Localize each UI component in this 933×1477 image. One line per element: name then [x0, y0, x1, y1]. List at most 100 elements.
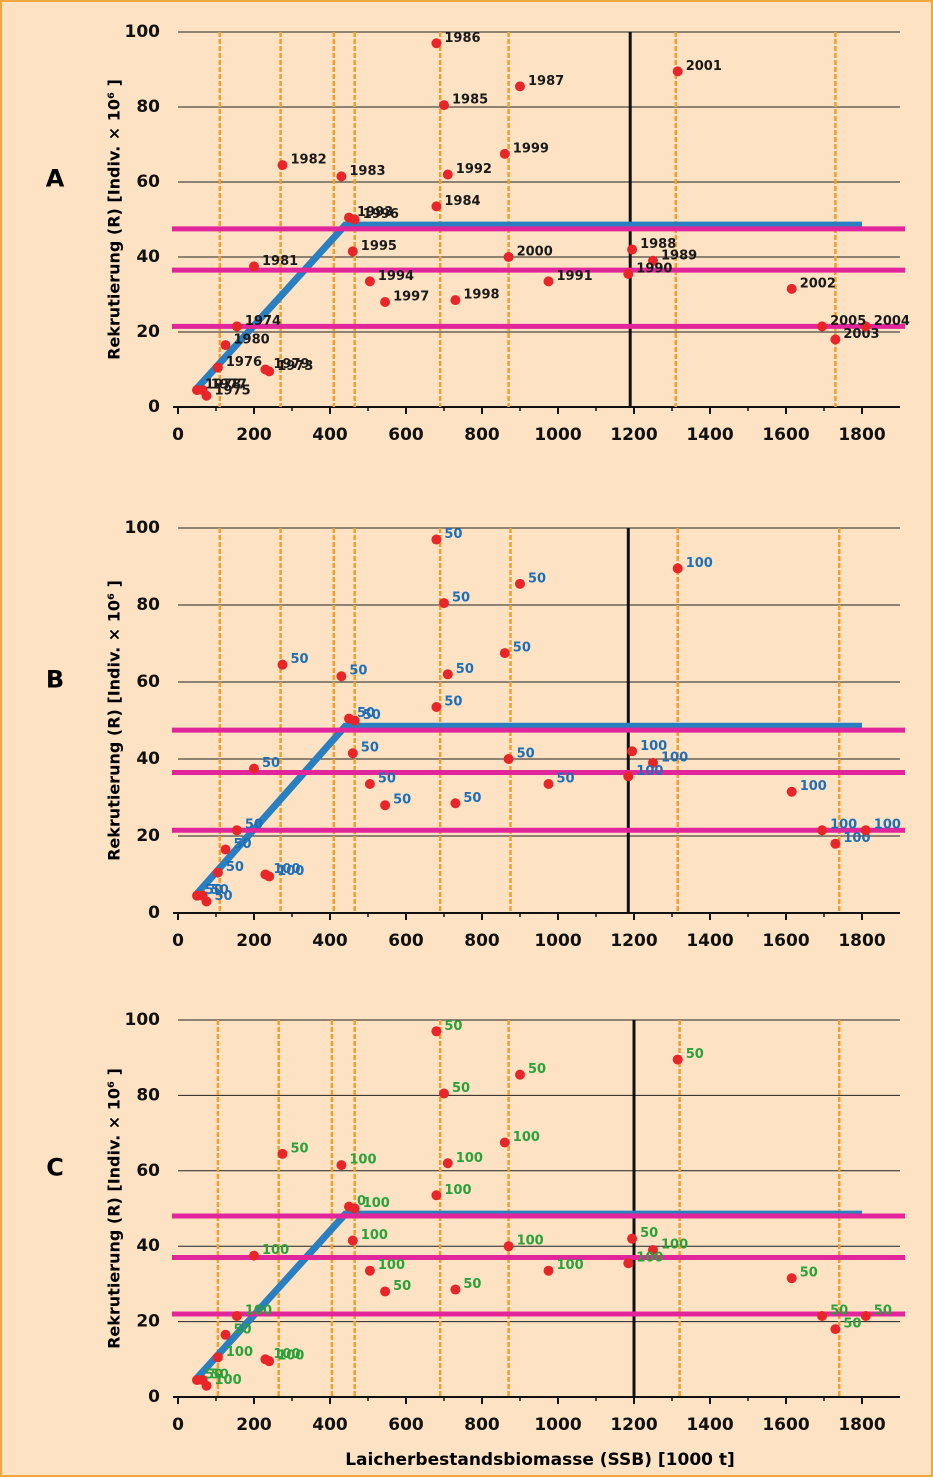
- panel-label: C: [46, 1154, 64, 1182]
- point: [515, 578, 525, 589]
- point-label: 1991: [557, 269, 593, 284]
- point-label: 100: [226, 1345, 253, 1360]
- point: [860, 1310, 871, 1321]
- x-tick-label: 1800: [838, 425, 885, 445]
- point: [830, 1324, 841, 1335]
- point: [220, 844, 231, 855]
- point: [431, 38, 442, 49]
- point-label: 100: [277, 864, 304, 879]
- point-label: 100: [636, 1251, 663, 1266]
- y-tick-label: 80: [136, 1085, 160, 1105]
- point: [336, 671, 347, 682]
- point: [627, 1233, 638, 1244]
- x-tick-label: 400: [312, 931, 348, 951]
- point: [830, 334, 841, 345]
- point-label: 50: [378, 772, 396, 787]
- point: [439, 598, 449, 609]
- point-label: 100: [636, 764, 663, 779]
- point: [220, 1329, 231, 1340]
- point-label: 50: [211, 883, 229, 898]
- point: [503, 1241, 514, 1252]
- point: [499, 148, 510, 159]
- point-label: 50: [843, 1317, 861, 1332]
- point: [260, 1354, 271, 1365]
- point: [364, 1265, 375, 1276]
- point: [623, 1258, 634, 1269]
- point: [277, 659, 288, 670]
- model-line: [194, 722, 862, 897]
- point-label: 50: [205, 1368, 223, 1383]
- point-label: 1978: [205, 378, 241, 393]
- point-label: 100: [661, 1237, 688, 1252]
- point-label: 2000: [517, 245, 553, 260]
- point: [442, 169, 453, 180]
- point: [503, 754, 514, 764]
- point-label: 50: [528, 571, 546, 586]
- point: [439, 1088, 449, 1099]
- y-tick-label: 100: [125, 1010, 161, 1030]
- point: [431, 534, 442, 545]
- point-label: 1980: [234, 333, 270, 348]
- point: [347, 748, 358, 759]
- y-tick-label: 80: [136, 595, 160, 615]
- x-tick-label: 0: [172, 425, 184, 445]
- point: [347, 246, 358, 257]
- point: [439, 100, 449, 111]
- point-label: 50: [291, 652, 309, 667]
- point: [336, 171, 347, 182]
- point: [450, 1284, 461, 1295]
- point: [627, 244, 638, 255]
- point: [349, 1203, 360, 1214]
- point-label: 1985: [452, 93, 488, 108]
- point-label: 50: [456, 662, 474, 677]
- point: [442, 1158, 453, 1169]
- point: [672, 1054, 683, 1065]
- x-tick-label: 1200: [610, 425, 657, 445]
- point-label: 1996: [363, 207, 399, 222]
- point: [212, 362, 223, 373]
- point: [860, 825, 871, 836]
- point: [786, 283, 797, 294]
- point-label: 100: [363, 1196, 390, 1211]
- point-label: 50: [452, 1081, 470, 1096]
- point-label: 50: [262, 756, 280, 771]
- point: [786, 786, 797, 797]
- point: [249, 1250, 259, 1261]
- point-label: 100: [277, 1349, 304, 1364]
- x-tick-label: 200: [236, 931, 272, 951]
- panel-label: A: [46, 165, 65, 193]
- x-tick-label: 1200: [610, 1415, 657, 1435]
- x-tick-label: 1600: [762, 931, 809, 951]
- x-tick-label: 800: [464, 931, 500, 951]
- point: [672, 563, 683, 574]
- y-tick-label: 60: [136, 172, 160, 192]
- y-tick-label: 100: [125, 518, 161, 538]
- point-label: 1992: [456, 162, 492, 177]
- point-label: 50: [640, 1226, 658, 1241]
- point-label: 50: [211, 1368, 229, 1383]
- point: [627, 746, 638, 757]
- point-label: 50: [686, 1047, 704, 1062]
- y-tick-label: 20: [136, 826, 160, 846]
- point: [672, 66, 683, 77]
- y-tick-label: 60: [136, 672, 160, 692]
- point-label: 1986: [444, 31, 480, 46]
- point-label: 100: [661, 750, 688, 765]
- point-label: 100: [640, 739, 667, 754]
- point: [192, 890, 202, 901]
- point: [450, 798, 461, 809]
- y-axis-label: Rekrutierung (R) [Indiv. × 10⁶ ]: [105, 1068, 124, 1349]
- point-label: 100: [830, 818, 857, 833]
- point-label: 50: [393, 1279, 411, 1294]
- point-label: 100: [361, 1228, 388, 1243]
- point-label: 100: [215, 1373, 242, 1388]
- y-tick-label: 0: [148, 1387, 160, 1407]
- x-tick-label: 200: [236, 1415, 272, 1435]
- point: [380, 297, 391, 307]
- point-label: 50: [463, 791, 481, 806]
- point: [260, 869, 271, 880]
- point: [231, 825, 242, 836]
- point: [431, 1026, 442, 1037]
- y-tick-label: 40: [136, 1236, 160, 1256]
